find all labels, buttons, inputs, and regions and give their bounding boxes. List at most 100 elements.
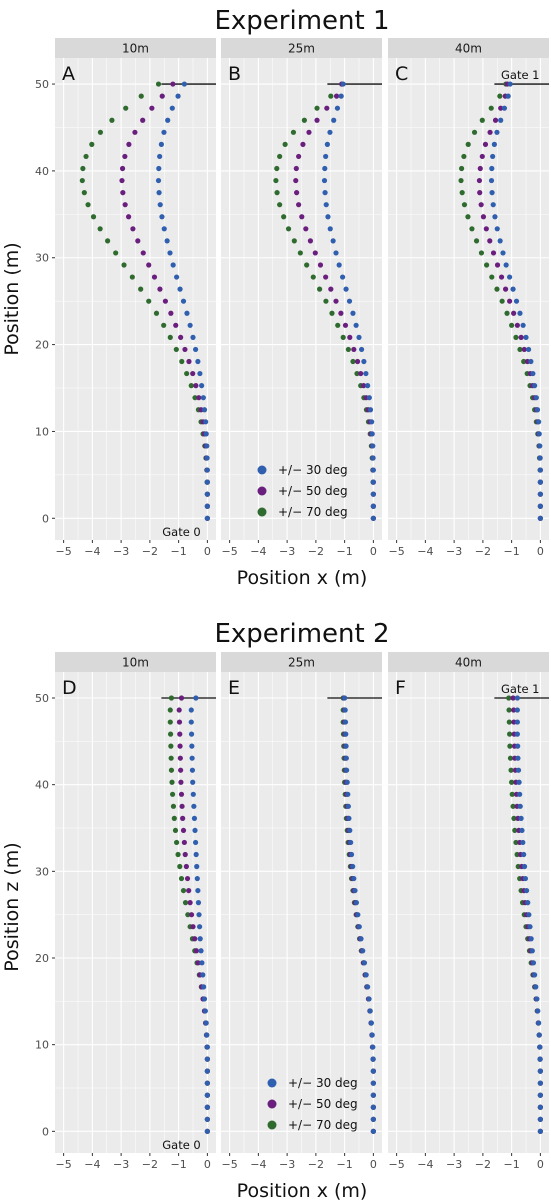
x-tick-label: −1 <box>171 545 187 558</box>
data-point <box>197 370 203 377</box>
data-point <box>537 515 543 521</box>
data-point <box>323 298 329 304</box>
data-point <box>529 948 535 954</box>
data-point <box>338 310 344 316</box>
data-point <box>527 924 533 930</box>
strip-label: 10m <box>122 42 149 56</box>
data-point <box>188 731 195 737</box>
data-point <box>506 695 512 701</box>
data-point <box>330 238 336 244</box>
data-point <box>536 1020 542 1026</box>
data-point <box>537 491 543 497</box>
data-point <box>490 202 496 208</box>
panel-letter: A <box>62 63 75 85</box>
data-point <box>343 731 349 737</box>
data-point <box>293 165 299 172</box>
panel-letter: E <box>228 677 240 699</box>
data-point <box>499 298 505 304</box>
data-point <box>149 105 155 111</box>
data-point <box>520 839 526 846</box>
data-point <box>177 863 183 870</box>
legend: +/− 30 deg +/− 50 deg +/− 70 deg <box>267 1076 358 1132</box>
data-point <box>491 141 497 147</box>
data-point <box>322 190 328 196</box>
data-point <box>507 731 513 737</box>
data-point <box>168 755 174 761</box>
panel-letter: C <box>395 63 408 85</box>
data-point <box>492 214 498 220</box>
data-point <box>494 262 501 268</box>
experiment-2-title: Experiment 2 <box>214 619 389 649</box>
data-point <box>273 177 279 184</box>
data-point <box>180 827 187 834</box>
data-point <box>478 202 484 208</box>
data-point <box>344 767 350 773</box>
data-point <box>537 1128 543 1134</box>
data-point <box>167 719 173 725</box>
data-point <box>366 996 372 1002</box>
data-point <box>178 695 185 701</box>
data-point <box>525 346 532 353</box>
data-point <box>113 250 119 256</box>
experiment-1-x-axis-title: Position x (m) <box>237 567 368 589</box>
data-point <box>193 383 199 389</box>
data-point <box>173 346 179 353</box>
panel-c: 40m −5 −4 −3 −2 −1 0 C Gate 1 <box>388 38 549 558</box>
strip-background <box>221 652 382 672</box>
data-point <box>517 803 523 809</box>
data-point <box>188 719 194 725</box>
data-point <box>370 1128 376 1134</box>
data-point <box>174 274 180 280</box>
strip-label: 40m <box>455 42 482 56</box>
data-point <box>514 322 520 328</box>
data-point <box>199 383 205 389</box>
series-s30 <box>188 695 210 1134</box>
data-point <box>178 767 184 773</box>
data-point <box>185 912 191 918</box>
data-point <box>368 1020 374 1026</box>
data-point <box>307 238 314 244</box>
data-point <box>351 875 357 882</box>
data-point <box>203 1020 209 1026</box>
data-point <box>365 383 371 389</box>
data-point <box>151 274 158 280</box>
data-point <box>370 455 376 461</box>
data-point <box>126 214 132 220</box>
data-point <box>192 936 198 942</box>
data-point <box>195 960 201 966</box>
data-point <box>477 165 483 172</box>
data-point <box>168 310 174 316</box>
data-point <box>180 887 187 894</box>
data-point <box>370 1092 376 1098</box>
data-point <box>120 190 126 196</box>
legend-marker <box>267 1099 277 1109</box>
data-point <box>536 1032 542 1038</box>
data-point <box>179 358 185 365</box>
data-point <box>347 827 353 834</box>
data-point <box>533 984 539 990</box>
data-point <box>350 310 356 316</box>
data-point <box>343 743 349 749</box>
data-point <box>517 346 523 353</box>
data-point <box>502 286 509 292</box>
data-point <box>162 298 168 304</box>
data-point <box>146 262 152 268</box>
data-point <box>510 695 516 701</box>
data-point <box>507 755 514 761</box>
data-point <box>537 1116 543 1122</box>
data-point <box>157 202 163 208</box>
data-point <box>196 395 202 401</box>
data-point <box>514 731 520 737</box>
data-point <box>537 1104 543 1110</box>
data-point <box>200 972 206 978</box>
data-point <box>167 334 173 340</box>
data-point <box>370 515 376 521</box>
data-point <box>536 419 542 425</box>
series-s30 <box>514 695 543 1134</box>
legend-marker <box>257 486 267 496</box>
x-tick-label: −1 <box>337 1158 353 1171</box>
data-point <box>345 803 351 809</box>
data-point <box>176 719 183 725</box>
data-point <box>507 81 513 87</box>
